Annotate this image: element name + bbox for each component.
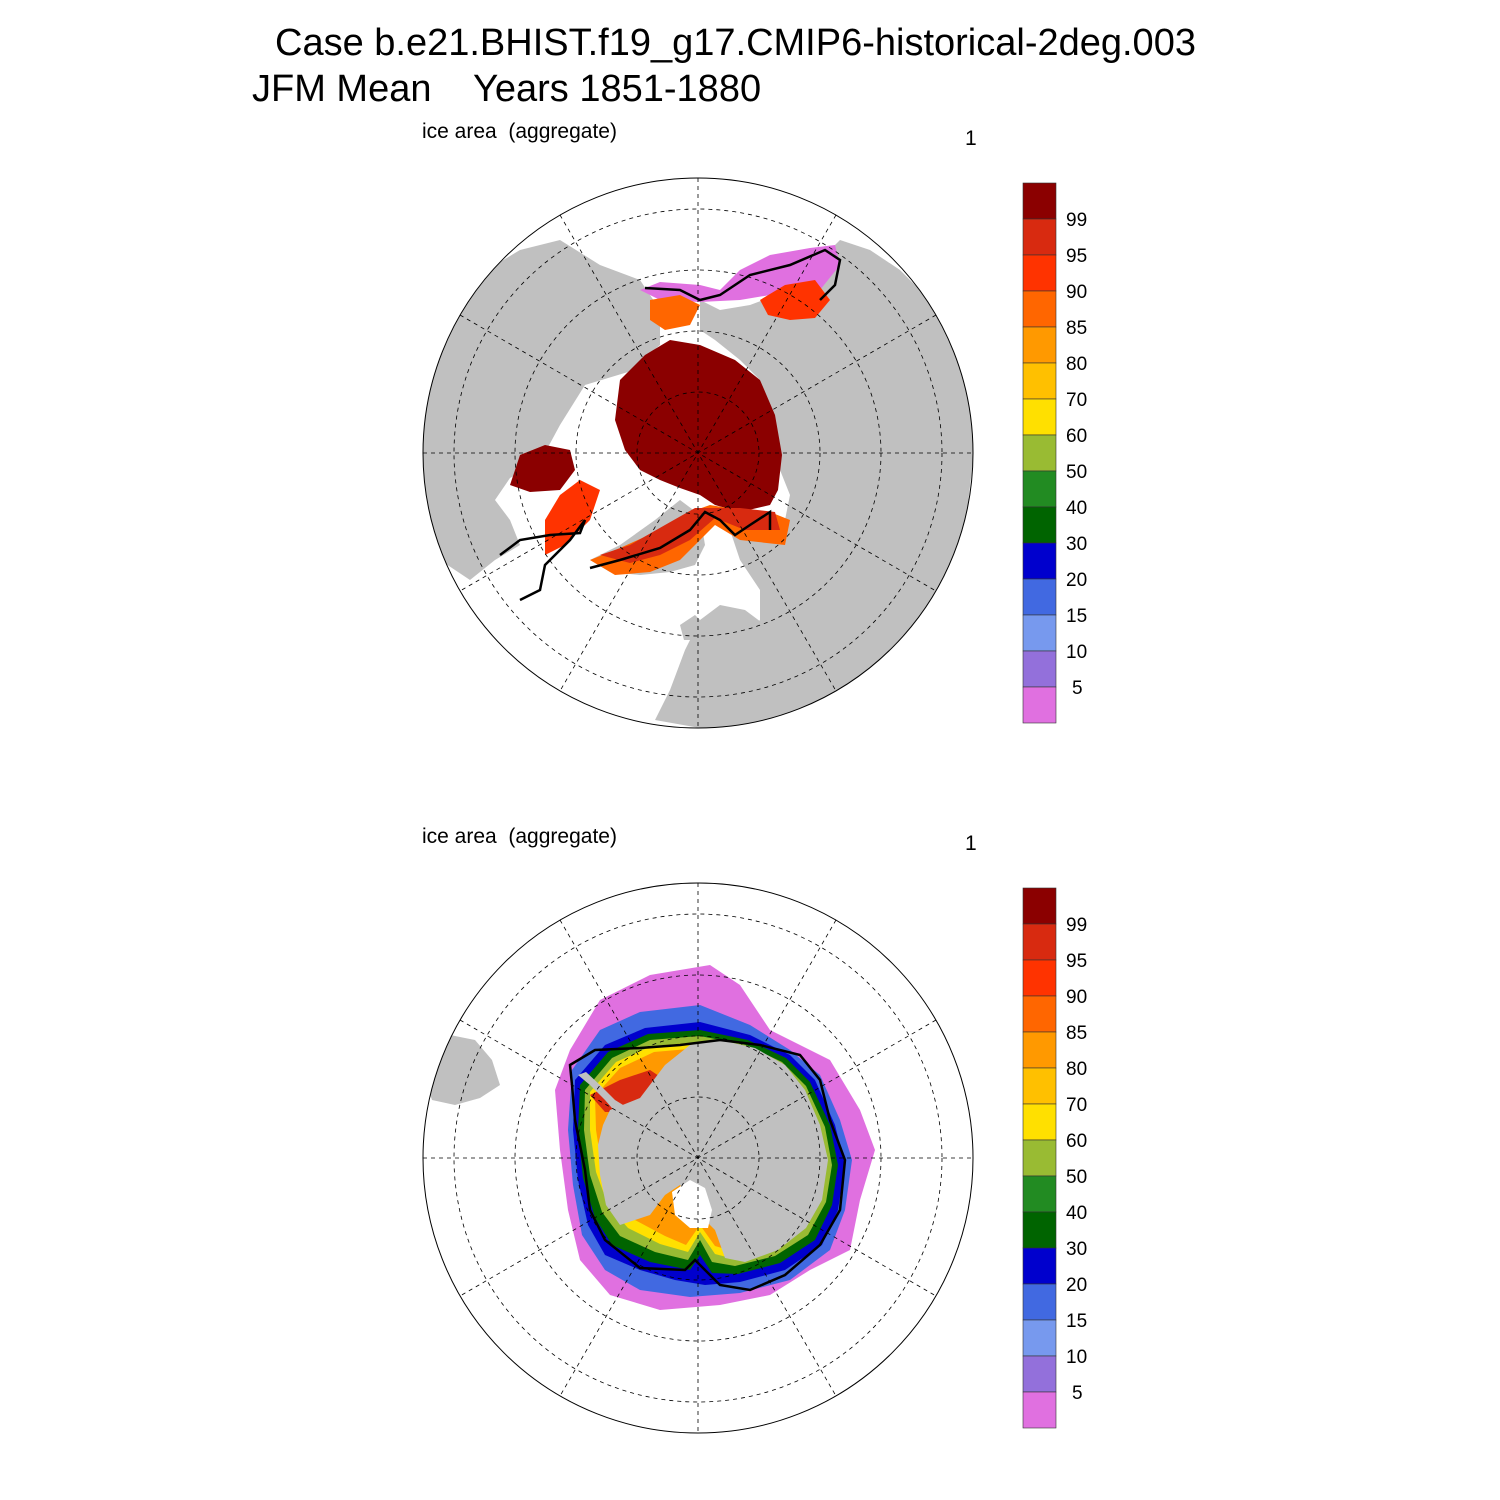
colorbar-swatch: [1022, 650, 1057, 688]
colorbar-tick-label: 95: [1066, 951, 1087, 972]
colorbar-tick-label: 60: [1066, 1131, 1087, 1152]
colorbar-tick-label: 5: [1072, 678, 1083, 699]
south-ice-edge-contour: [568, 1038, 847, 1292]
colorbar-swatch: [1022, 887, 1057, 925]
colorbar-tick-label: 10: [1066, 642, 1087, 663]
north-graticule: [423, 178, 973, 728]
colorbar-tick-label: 20: [1066, 570, 1087, 591]
colorbar-swatch: [1022, 578, 1057, 616]
colorbar-tick-label: 40: [1066, 498, 1087, 519]
colorbar-tick-label: 85: [1066, 318, 1087, 339]
colorbar-swatch: [1022, 686, 1057, 724]
colorbar-tick-label: 10: [1066, 1347, 1087, 1368]
colorbar-tick-label: 99: [1066, 210, 1087, 231]
south-land-antarctica: [598, 1040, 828, 1262]
colorbar-tick-label: 90: [1066, 987, 1087, 1008]
north-sea-ice-central-arctic: [615, 340, 782, 512]
colorbar-swatch: [1022, 470, 1057, 508]
colorbar-tick-label: 15: [1066, 606, 1087, 627]
north-land-iceland: [680, 615, 705, 640]
colorbar-swatch: [1022, 290, 1057, 328]
colorbar-swatch: [1022, 1211, 1057, 1249]
colorbar-tick-label: 40: [1066, 1203, 1087, 1224]
north-ice-edge-contour-atlantic: [499, 509, 772, 602]
panel-2-number: 1: [965, 832, 977, 855]
colorbar-swatch: [1022, 182, 1057, 220]
colorbar-north: 99 95 90 85 80 70 60 50 40 30 20 15 10 5: [1022, 182, 1087, 724]
north-land-asia: [423, 240, 660, 580]
colorbar-tick-label: 50: [1066, 462, 1087, 483]
colorbar-tick-label: 30: [1066, 534, 1087, 555]
north-ice-edge-contour-pacific: [644, 248, 842, 302]
colorbar-tick-label: 95: [1066, 246, 1087, 267]
colorbar-swatch: [1022, 362, 1057, 400]
colorbar-swatch: [1022, 614, 1057, 652]
colorbar-tick-label: 5: [1072, 1383, 1083, 1404]
colorbar-swatch: [1022, 1391, 1057, 1429]
colorbar-swatch: [1022, 506, 1057, 544]
colorbar-swatch: [1022, 542, 1057, 580]
panel-2-variable-label: ice area (aggregate): [422, 825, 617, 848]
colorbar-tick-label: 15: [1066, 1311, 1087, 1332]
colorbar-tick-label: 90: [1066, 282, 1087, 303]
north-land-north-america: [700, 240, 973, 728]
figure-title-case: Case b.e21.BHIST.f19_g17.CMIP6-historica…: [275, 22, 1196, 64]
colorbar-swatch: [1022, 254, 1057, 292]
colorbar-tick-label: 60: [1066, 426, 1087, 447]
north-sea-ice-okhotsk: [650, 295, 700, 330]
colorbar-swatch: [1022, 218, 1057, 256]
colorbar-swatch: [1022, 1175, 1057, 1213]
colorbar-swatch: [1022, 1031, 1057, 1069]
colorbar-swatch: [1022, 326, 1057, 364]
colorbar-swatch: [1022, 923, 1057, 961]
colorbar-tick-label: 30: [1066, 1239, 1087, 1260]
north-polar-map: [422, 177, 974, 729]
north-sea-ice-labrador: [545, 480, 600, 555]
colorbar-swatch: [1022, 959, 1057, 997]
north-sea-ice-hudson: [510, 445, 575, 492]
colorbar-swatch: [1022, 1247, 1057, 1285]
colorbar-tick-label: 70: [1066, 390, 1087, 411]
south-polar-map: [422, 882, 974, 1434]
panel-1-variable-label: ice area (aggregate): [422, 120, 617, 143]
colorbar-swatch: [1022, 398, 1057, 436]
colorbar-tick-label: 20: [1066, 1275, 1087, 1296]
colorbar-tick-label: 80: [1066, 354, 1087, 375]
colorbar-swatch: [1022, 1283, 1057, 1321]
figure-title-period: JFM Mean Years 1851-1880: [252, 68, 762, 110]
north-land-europe: [655, 605, 790, 728]
colorbar-swatch: [1022, 434, 1057, 472]
colorbar-tick-label: 99: [1066, 915, 1087, 936]
colorbar-tick-label: 70: [1066, 1095, 1087, 1116]
south-land-antarctic-peninsula: [578, 1072, 628, 1115]
colorbar-swatch: [1022, 1139, 1057, 1177]
colorbar-swatch: [1022, 995, 1057, 1033]
colorbar-tick-label: 80: [1066, 1059, 1087, 1080]
colorbar-south: 99 95 90 85 80 70 60 50 40 30 20 15 10 5: [1022, 887, 1087, 1429]
colorbar-tick-label: 50: [1066, 1167, 1087, 1188]
panel-1-number: 1: [965, 127, 977, 150]
colorbar-tick-label: 85: [1066, 1023, 1087, 1044]
colorbar-swatch: [1022, 1355, 1057, 1393]
colorbar-swatch: [1022, 1103, 1057, 1141]
north-sea-ice-atlantic-band-inner: [600, 508, 780, 563]
south-ross-ice-shelf: [672, 1180, 712, 1228]
colorbar-swatch: [1022, 1067, 1057, 1105]
colorbar-swatch: [1022, 1319, 1057, 1357]
south-graticule: [423, 883, 973, 1433]
